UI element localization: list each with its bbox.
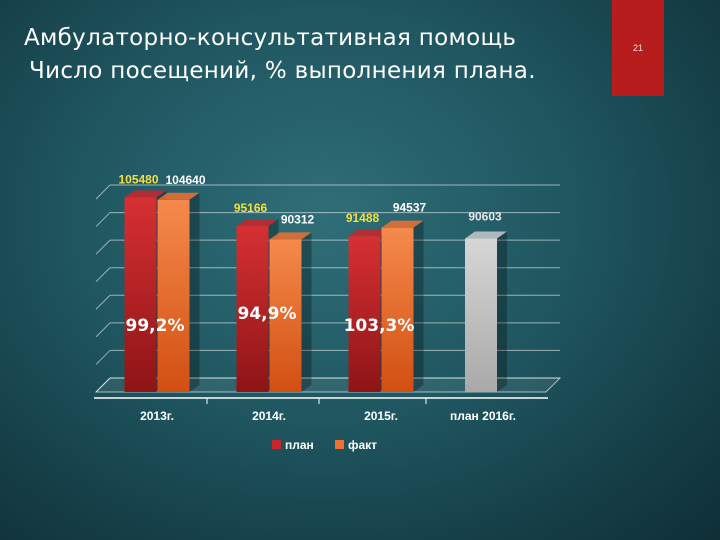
legend-label-fact: факт xyxy=(348,438,377,452)
slide-title: Амбулаторно-консультативная помощь Число… xyxy=(24,22,624,88)
bar-plan-2016 xyxy=(465,238,497,392)
bar-fact-top xyxy=(269,232,312,240)
bar-fact-side xyxy=(413,220,424,392)
value-label-fact: 104640 xyxy=(165,173,205,187)
value-label-fact: 90312 xyxy=(281,212,315,226)
x-tick-label: 2014г. xyxy=(252,409,286,423)
value-label-plan: 105480 xyxy=(118,172,158,186)
page-number: 21 xyxy=(632,43,643,53)
gridline-depth xyxy=(95,239,111,255)
gridline-depth xyxy=(95,212,111,227)
bar-fact-side xyxy=(301,232,312,392)
data-labels: 105480 104640 99,2% 95166 90312 94,9% 91488 945… xyxy=(118,172,502,336)
percent-label: 103,3% xyxy=(344,316,415,336)
value-label-plan-2016: 90603 xyxy=(468,210,502,224)
bar-plan-2016-side xyxy=(497,231,507,392)
x-tick-label: план 2016г. xyxy=(450,409,516,423)
bar-fact xyxy=(269,239,302,392)
value-label-fact: 94537 xyxy=(393,201,427,215)
x-tick-label: 2013г. xyxy=(140,409,174,423)
percent-label: 94,9% xyxy=(238,304,297,324)
legend-label-plan: план xyxy=(285,438,314,452)
bar-plan-2016-top xyxy=(465,231,507,239)
percent-label: 99,2% xyxy=(126,316,185,336)
bar-fact-top xyxy=(381,220,424,228)
legend-swatch-fact xyxy=(335,440,344,449)
bar-plan xyxy=(236,225,269,392)
bar-fact-top xyxy=(157,192,200,200)
value-label-plan: 91488 xyxy=(346,211,380,225)
page-number-badge: 21 xyxy=(612,0,664,96)
x-axis: 2013г. 2014г. 2015г. план 2016г. xyxy=(94,397,548,423)
bar-fact-side xyxy=(189,192,200,392)
gridline-depth xyxy=(95,267,111,283)
legend: план факт xyxy=(272,438,377,452)
bar-fact xyxy=(157,199,190,392)
bar-fact xyxy=(381,227,414,392)
bar-plan-top xyxy=(124,190,167,198)
title-line-2: Число посещений, % выполнения плана. xyxy=(29,58,536,84)
bar-plan xyxy=(348,236,381,392)
gridline-depth xyxy=(95,294,111,310)
value-label-plan: 95166 xyxy=(234,201,268,215)
x-tick-label: 2015г. xyxy=(364,409,398,423)
title-line-1: Амбулаторно-консультативная помощь xyxy=(24,25,517,51)
legend-swatch-plan xyxy=(272,440,281,449)
gridline-depth xyxy=(95,184,111,200)
bar-plan-top xyxy=(236,218,279,226)
bars xyxy=(124,190,507,392)
bar-plan xyxy=(124,197,157,392)
gridline-depth xyxy=(95,322,111,338)
bar-plan-top xyxy=(348,229,391,237)
gridline-depth xyxy=(95,350,111,365)
